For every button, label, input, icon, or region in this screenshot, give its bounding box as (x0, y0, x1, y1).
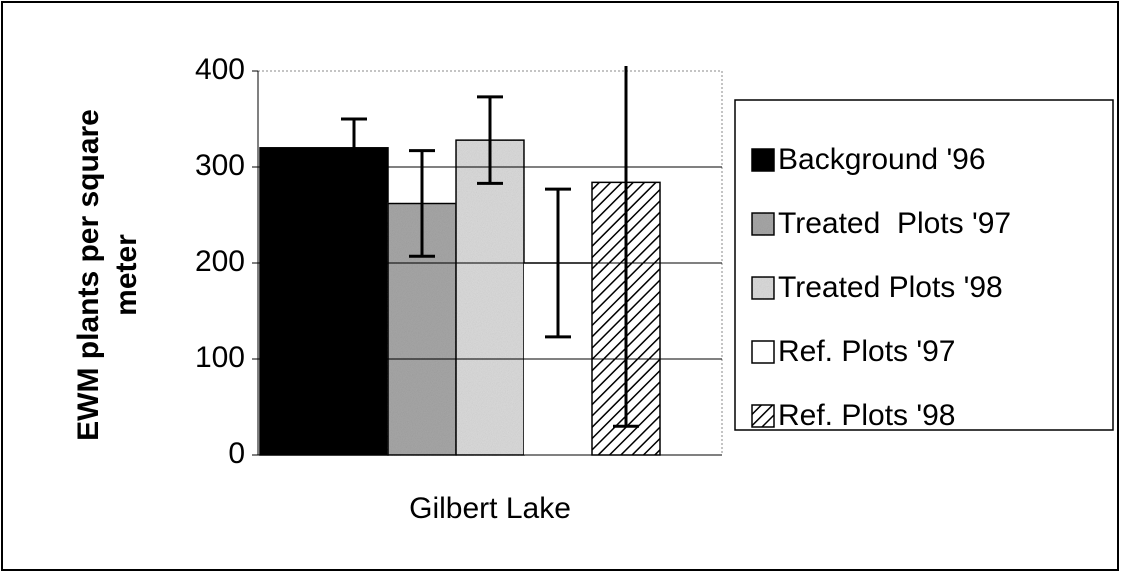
y-axis-label-line: meter (110, 234, 143, 316)
legend-label: Ref. Plots '98 (778, 399, 955, 432)
y-tick-label: 200 (195, 245, 245, 278)
legend-swatch (751, 148, 775, 172)
legend (734, 99, 1114, 431)
legend-swatch (751, 340, 775, 364)
legend-label: Background '96 (778, 143, 986, 176)
y-tick-label: 100 (195, 341, 245, 374)
error-bar (409, 149, 435, 258)
y-tick-label: 400 (195, 53, 245, 86)
y-axis-label-line: EWM plants per square (72, 109, 105, 441)
legend-swatch (751, 404, 775, 428)
bar (259, 147, 389, 456)
error-bar (613, 66, 639, 428)
y-axis-label: EWM plants per square meter (72, 109, 143, 441)
y-tick-label: 0 (228, 437, 245, 470)
error-bar (477, 95, 503, 185)
legend-label: Treated Plots '97 (778, 207, 1011, 240)
legend-swatch (751, 276, 775, 300)
legend-label: Treated Plots '98 (778, 271, 1003, 304)
y-tick-label: 300 (195, 149, 245, 182)
legend-swatch (751, 212, 775, 236)
bar (455, 139, 525, 456)
x-tick-label: Gilbert Lake (409, 492, 571, 525)
legend-label: Ref. Plots '97 (778, 335, 955, 368)
